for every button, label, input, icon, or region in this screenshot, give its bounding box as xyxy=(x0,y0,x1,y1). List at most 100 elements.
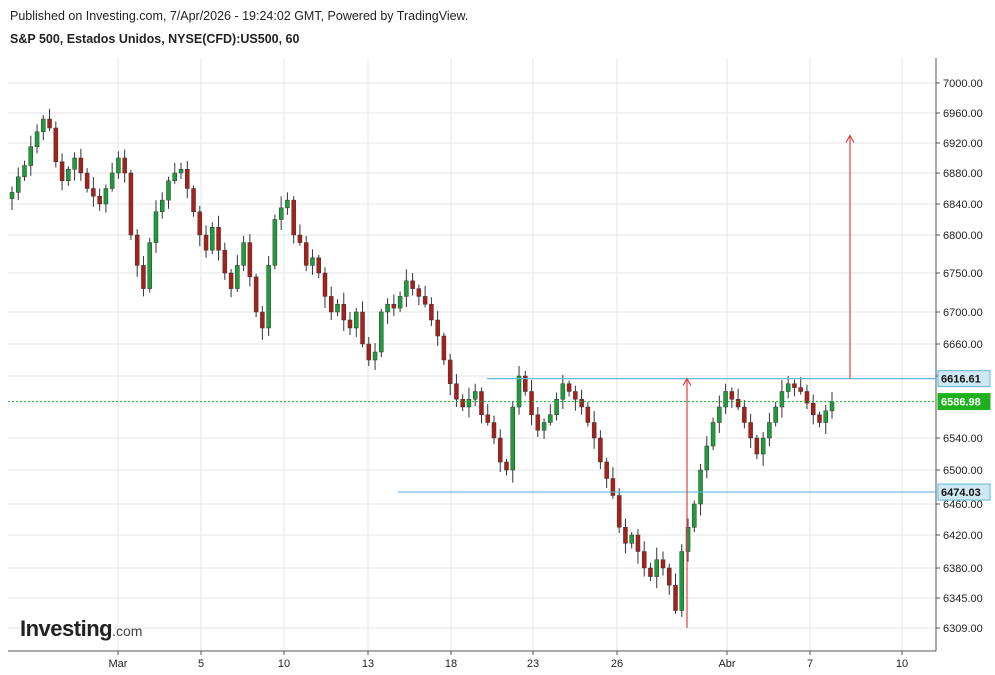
candle-body[interactable] xyxy=(410,280,415,289)
candle-body[interactable] xyxy=(116,157,121,174)
candle-body[interactable] xyxy=(416,288,422,297)
candle-body[interactable] xyxy=(466,399,472,408)
candle-body[interactable] xyxy=(191,188,196,212)
candle-body[interactable] xyxy=(16,176,21,193)
candle-body[interactable] xyxy=(285,199,290,209)
candle-body[interactable] xyxy=(679,551,685,611)
candle-body[interactable] xyxy=(735,399,741,408)
candle-body[interactable] xyxy=(510,406,516,471)
candle-body[interactable] xyxy=(72,157,77,170)
candle-body[interactable] xyxy=(335,303,340,313)
candle-body[interactable] xyxy=(429,303,434,321)
candle-body[interactable] xyxy=(710,422,716,447)
candle-body[interactable] xyxy=(34,131,40,147)
candle-body[interactable] xyxy=(379,311,384,353)
candle-body[interactable] xyxy=(272,219,278,266)
candle-body[interactable] xyxy=(278,207,284,220)
candle-body[interactable] xyxy=(548,414,553,423)
candle-body[interactable] xyxy=(316,257,321,274)
candle-body[interactable] xyxy=(22,165,27,178)
candle-body[interactable] xyxy=(228,272,234,289)
candle-body[interactable] xyxy=(385,303,390,313)
candle-body[interactable] xyxy=(128,172,134,236)
candle-body[interactable] xyxy=(372,351,378,361)
candle-body[interactable] xyxy=(817,414,822,423)
candle-body[interactable] xyxy=(585,406,591,423)
candle-body[interactable] xyxy=(454,383,459,400)
candle-body[interactable] xyxy=(591,422,597,439)
candle-body[interactable] xyxy=(660,559,666,569)
candle-body[interactable] xyxy=(266,265,271,329)
candle-body[interactable] xyxy=(810,402,816,415)
candle-body[interactable] xyxy=(291,199,296,236)
candle-body[interactable] xyxy=(598,437,603,463)
candle-body[interactable] xyxy=(773,406,778,423)
plot-area[interactable] xyxy=(8,58,936,651)
candle-body[interactable] xyxy=(404,280,409,297)
candle-body[interactable] xyxy=(153,211,159,243)
candle-body[interactable] xyxy=(53,127,59,162)
candle-body[interactable] xyxy=(366,343,372,361)
candle-body[interactable] xyxy=(760,437,766,455)
candle-body[interactable] xyxy=(472,391,478,400)
candle-body[interactable] xyxy=(804,391,810,404)
candle-body[interactable] xyxy=(210,227,215,251)
candle-body[interactable] xyxy=(322,272,328,297)
candle-body[interactable] xyxy=(704,445,710,471)
candle-body[interactable] xyxy=(9,192,15,199)
candle-body[interactable] xyxy=(28,146,34,166)
candle-body[interactable] xyxy=(798,387,803,392)
candle-body[interactable] xyxy=(235,265,240,289)
candle-body[interactable] xyxy=(479,391,484,415)
candle-body[interactable] xyxy=(441,335,447,361)
candle-body[interactable] xyxy=(579,399,584,408)
candle-body[interactable] xyxy=(172,172,177,181)
candle-body[interactable] xyxy=(216,227,221,251)
candle-body[interactable] xyxy=(654,559,659,577)
candle-body[interactable] xyxy=(829,401,835,412)
candle-body[interactable] xyxy=(823,410,828,423)
candle-body[interactable] xyxy=(97,196,102,205)
candle-body[interactable] xyxy=(84,172,90,189)
candle-body[interactable] xyxy=(141,265,146,289)
candle-body[interactable] xyxy=(754,437,760,455)
candle-body[interactable] xyxy=(604,461,609,479)
candle-body[interactable] xyxy=(66,169,71,181)
candle-body[interactable] xyxy=(779,391,785,408)
candle-body[interactable] xyxy=(792,383,797,388)
candle-body[interactable] xyxy=(497,437,503,463)
candle-body[interactable] xyxy=(360,311,365,345)
candle-body[interactable] xyxy=(78,157,84,174)
candle-body[interactable] xyxy=(641,551,647,569)
candle-body[interactable] xyxy=(610,478,616,496)
candle-body[interactable] xyxy=(197,211,203,236)
candle-body[interactable] xyxy=(297,234,303,243)
candle-body[interactable] xyxy=(485,414,490,423)
candle-body[interactable] xyxy=(391,303,397,309)
candle-body[interactable] xyxy=(422,296,428,305)
candle-body[interactable] xyxy=(685,527,691,552)
candle-body[interactable] xyxy=(397,296,403,309)
candle-body[interactable] xyxy=(103,188,109,205)
candle-body[interactable] xyxy=(748,422,753,439)
candle-body[interactable] xyxy=(560,383,566,400)
candle-body[interactable] xyxy=(523,375,528,392)
candle-body[interactable] xyxy=(247,242,253,278)
candle-body[interactable] xyxy=(460,399,465,408)
candle-body[interactable] xyxy=(328,296,334,313)
candle-body[interactable] xyxy=(341,303,347,321)
candle-body[interactable] xyxy=(185,169,190,189)
candle-body[interactable] xyxy=(648,567,653,577)
candle-body[interactable] xyxy=(147,242,152,289)
candle-body[interactable] xyxy=(667,567,672,586)
candle-body[interactable] xyxy=(159,199,165,212)
candle-body[interactable] xyxy=(241,242,246,266)
candle-body[interactable] xyxy=(435,319,440,337)
candle-body[interactable] xyxy=(41,118,46,132)
candle-body[interactable] xyxy=(122,157,127,174)
candle-body[interactable] xyxy=(566,383,572,392)
candle-body[interactable] xyxy=(253,276,259,313)
candle-body[interactable] xyxy=(717,406,722,423)
candle-body[interactable] xyxy=(723,391,728,408)
candle-body[interactable] xyxy=(178,169,184,174)
